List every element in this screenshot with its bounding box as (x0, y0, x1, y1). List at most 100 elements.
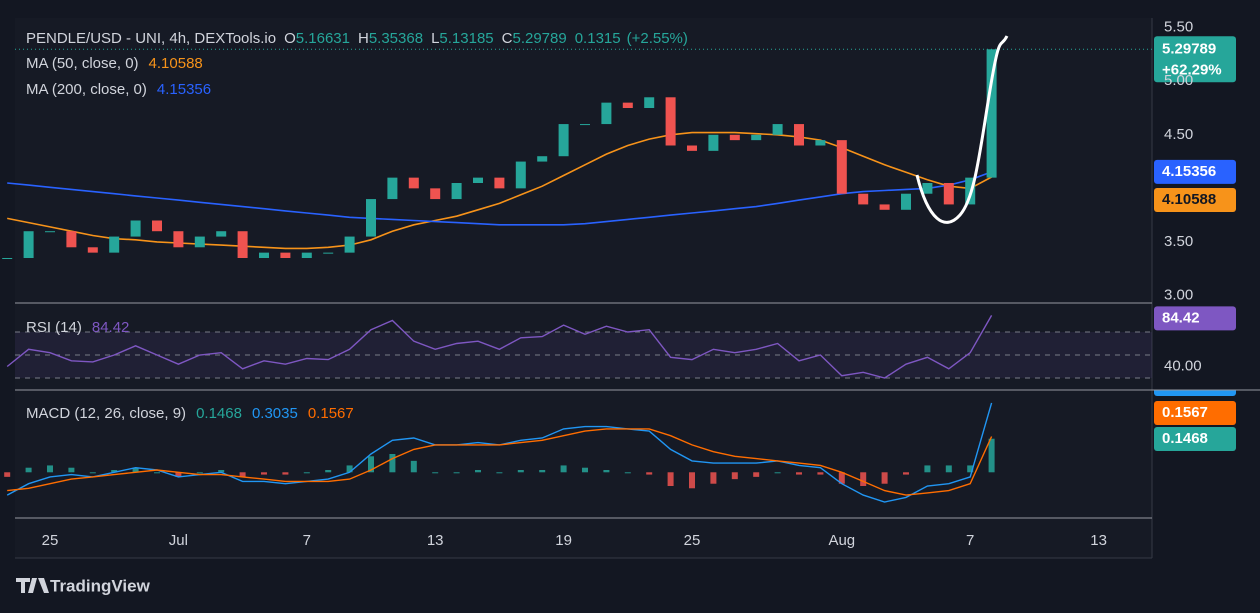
candle (494, 177, 505, 189)
histogram-bar (582, 467, 588, 473)
histogram-bar (881, 472, 888, 484)
histogram-bar (25, 467, 32, 473)
x-tick-label: Jul (169, 532, 188, 549)
histogram-bar (838, 472, 845, 484)
legend-value: 4.15356 (157, 81, 211, 98)
histogram-bar (303, 472, 310, 474)
header: PENDLE/USD - UNI, 4h, DEXTools.io O5.1663… (26, 30, 688, 47)
candle (580, 124, 590, 126)
x-tick-label: 7 (303, 532, 311, 549)
candle (237, 231, 248, 258)
histogram-bar (710, 472, 717, 484)
histogram-bar (988, 438, 995, 473)
legend-value: 4.10588 (149, 55, 203, 72)
price-tag (1154, 159, 1236, 184)
histogram-bar (261, 472, 267, 475)
histogram-bar (496, 472, 503, 474)
y-tick-label: 3.50 (1164, 233, 1193, 250)
price-tag (1154, 427, 1236, 451)
histogram-bar (475, 470, 481, 473)
close-value: 5.29789 (512, 30, 566, 47)
candle (2, 258, 13, 259)
legend-ma50: MA (50, close, 0) 4.10588 (26, 55, 203, 72)
candle (665, 97, 676, 146)
macd-value: 0.3035 (252, 405, 298, 422)
candle (601, 102, 612, 125)
histogram-bar (517, 470, 524, 473)
price-tags: 5.29789+62.29%4.153564.1058884.420.30350… (1152, 36, 1260, 451)
candle (259, 252, 269, 258)
candle (194, 236, 205, 248)
rsi-legend: RSI (14) 84.42 (26, 319, 129, 336)
candle (66, 231, 77, 248)
histogram-bar (860, 472, 867, 486)
candle (901, 193, 911, 210)
price-tag (1154, 306, 1236, 331)
histogram-bar (346, 465, 353, 473)
candle (152, 220, 162, 232)
candle (708, 134, 719, 151)
y-tick-label: 40.00 (1164, 357, 1202, 374)
histogram-bar (731, 472, 738, 480)
histogram-bar (817, 472, 824, 475)
logo-icon (16, 578, 49, 593)
histogram-bar (282, 472, 289, 475)
candle (173, 231, 184, 248)
histogram-bar (410, 460, 417, 473)
price-tag (1154, 188, 1236, 213)
candle (366, 199, 376, 237)
moving-average-line (7, 131, 992, 250)
annotation-curve (915, 35, 1009, 224)
histogram-bar (325, 470, 332, 473)
candle (537, 156, 548, 162)
indicator-line (7, 428, 993, 496)
logo-text: TradingView (50, 576, 151, 595)
histogram-bar (432, 472, 439, 474)
histogram-bar (239, 472, 246, 477)
symbol-title: PENDLE/USD - UNI, 4h, DEXTools.io (26, 30, 276, 47)
histogram-bar (774, 472, 781, 474)
histogram-bar (368, 456, 374, 473)
candle (943, 183, 954, 205)
y-tick-label: 5.50 (1164, 19, 1193, 36)
candle (87, 247, 98, 253)
candle (772, 124, 783, 135)
histogram-bar (89, 472, 96, 474)
price-tag-label: 4.10588 (1162, 191, 1216, 208)
candle (986, 49, 997, 178)
histogram-bar (796, 472, 802, 475)
legend-name: MA (200, close, 0) (26, 81, 147, 98)
legend-name: MA (50, close, 0) (26, 55, 139, 72)
x-tick-label: 7 (966, 532, 974, 549)
candle (323, 252, 334, 254)
candle (109, 236, 120, 253)
candle (430, 188, 441, 200)
marks (2, 48, 1152, 503)
histogram-bar (560, 465, 567, 473)
close-label: C (502, 30, 513, 47)
histogram-bar (47, 465, 53, 473)
high-value: 5.35368 (369, 30, 423, 47)
price-tag-label: 0.1468 (1162, 430, 1208, 447)
high-label: H (358, 30, 369, 47)
histogram-bar (603, 470, 610, 473)
histogram-bar (68, 467, 75, 473)
candle (644, 97, 655, 108)
candle (408, 177, 419, 189)
pane-cover (1153, 370, 1260, 390)
candle (216, 231, 227, 237)
logo: TradingView (16, 576, 151, 595)
candle (879, 204, 890, 210)
candle (729, 134, 740, 141)
indicator-line (6, 315, 993, 379)
histogram-bar (218, 470, 225, 473)
plot-background (15, 18, 1152, 558)
price-tag-label: 84.42 (1162, 309, 1200, 326)
candle (858, 193, 869, 205)
candle (387, 177, 398, 200)
open-label: O (284, 30, 296, 47)
histogram-bar (539, 470, 546, 473)
candle (344, 236, 355, 253)
rsi-value: 84.42 (92, 319, 130, 336)
candle (45, 231, 55, 233)
